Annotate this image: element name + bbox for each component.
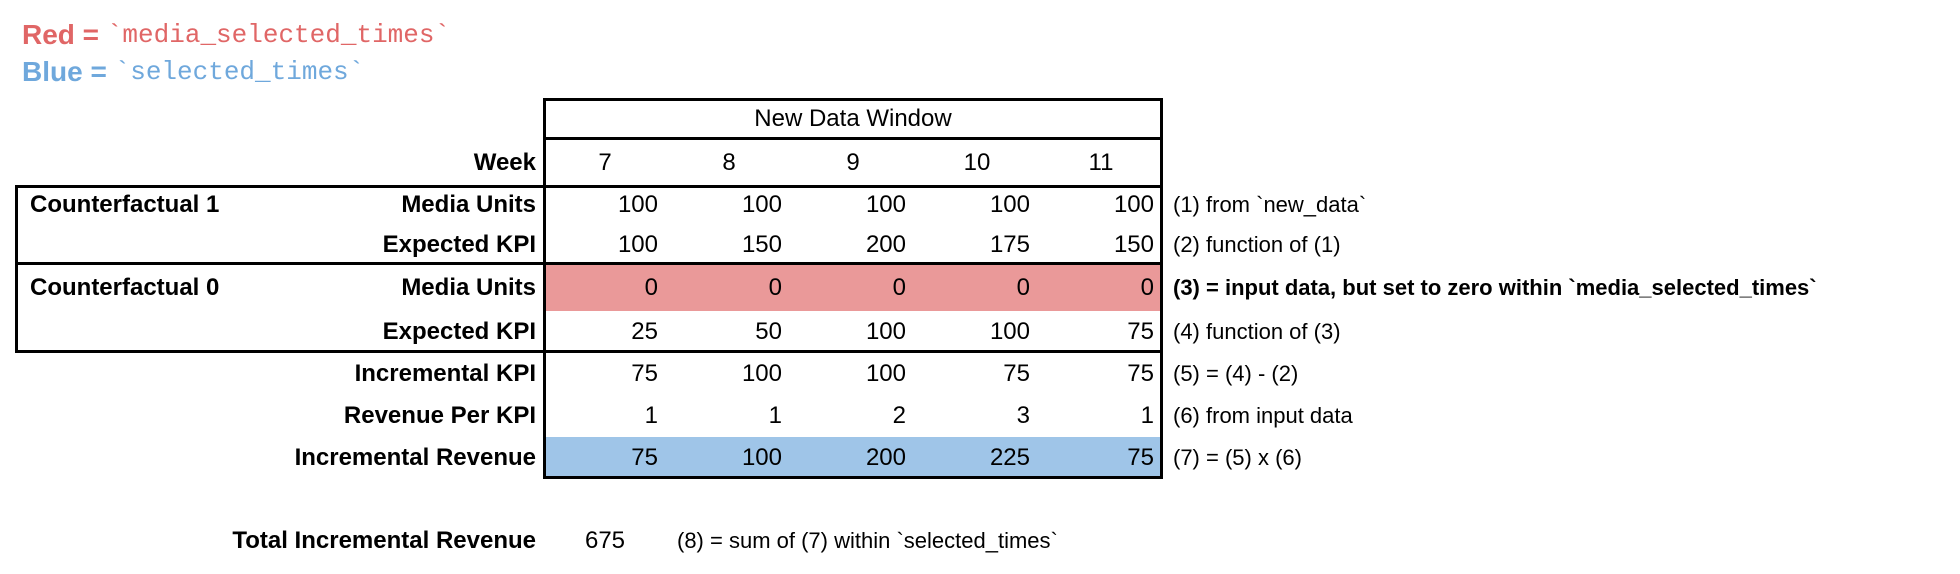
row-label-zone: Counterfactual 0 Media Units [0,265,543,311]
week-cell: 9 [846,148,860,176]
row-label: Incremental KPI [354,360,536,387]
data-cell: 1 [1140,402,1154,429]
table-row: Counterfactual 0 Media Units 0 0 0 0 0 (3) = in… [0,265,1960,311]
data-cell: 75 [1003,360,1030,387]
data-cell: 3 [1016,402,1030,429]
data-cell: 75 [1127,360,1154,387]
data-cell: 100 [865,318,906,345]
row-label-zone: Expected KPI [0,311,543,353]
data-cell: 25 [631,318,658,345]
data-cell: 150 [741,231,782,258]
data-cell: 200 [791,437,915,479]
legend-blue-equals: = [82,55,115,87]
table-row: Expected KPI 100 150 200 175 150 (2) function … [0,225,1960,265]
total-row-annotation: (8) = sum of (7) within `selected_times` [677,528,1058,553]
table-row: Incremental KPI 75 100 100 75 75 (5) = (4) - (… [0,353,1960,395]
row-group-label: Counterfactual 1 [30,191,220,218]
row-label-zone: Revenue Per KPI [0,395,543,437]
table-row: Counterfactual 1 Media Units 100 100 100 100 1… [0,185,1960,225]
row-label-zone: Counterfactual 1 Media Units [0,185,543,225]
color-legend: Red = `media_selected_times` Blue = `sel… [22,16,450,90]
data-cell: 50 [755,318,782,345]
table-row: Revenue Per KPI 1 1 2 3 1 (6) from input data [0,395,1960,437]
row-annotation: (3) = input data, but set to zero within… [1173,275,1817,300]
week-cell: 10 [963,148,991,176]
legend-red-code: `media_selected_times` [106,19,451,50]
data-cell: 100 [617,191,658,218]
legend-red-line: Red = `media_selected_times` [22,16,450,53]
row-label-zone: Expected KPI [0,225,543,265]
row-label: Expected KPI [382,318,536,345]
data-cell: 100 [741,360,782,387]
legend-red-word: Red [22,18,75,50]
data-cell: 100 [741,191,782,218]
data-cell: 200 [865,231,906,258]
row-annotation: (6) from input data [1173,403,1353,428]
row-annotation: (4) function of (3) [1173,319,1341,344]
total-row-value: 675 [584,527,626,554]
data-cell: 175 [989,231,1030,258]
week-row: Week 7 8 9 10 11 [0,140,1163,185]
data-cell: 2 [892,402,906,429]
data-cell: 100 [865,191,906,218]
row-label-zone: Incremental Revenue [0,437,543,479]
table-row: Expected KPI 25 50 100 100 75 (4) function of … [0,311,1960,353]
data-cell: 75 [543,437,667,479]
row-annotation: (2) function of (1) [1173,232,1341,257]
data-cell: 75 [1127,318,1154,345]
total-row-label: Total Incremental Revenue [232,527,536,554]
data-cell: 100 [617,231,658,258]
row-label: Media Units [401,274,536,301]
week-cell: 7 [598,148,612,176]
data-cell: 0 [791,265,915,311]
data-cell: 1 [768,402,782,429]
data-cell: 100 [667,437,791,479]
data-cell: 0 [543,265,667,311]
data-cell: 100 [989,318,1030,345]
legend-blue-code: `selected_times` [114,56,365,87]
data-cell: 75 [631,360,658,387]
row-label: Expected KPI [382,231,536,258]
data-cell: 225 [915,437,1039,479]
data-cell: 75 [1039,437,1163,479]
row-label: Revenue Per KPI [343,402,536,429]
data-cell: 100 [989,191,1030,218]
table-rows: Counterfactual 1 Media Units 100 100 100 100 1… [0,185,1960,479]
row-annotation: (7) = (5) x (6) [1173,445,1302,470]
legend-blue-line: Blue = `selected_times` [22,53,450,90]
week-cell: 8 [722,148,736,176]
data-cell: 1 [644,402,658,429]
data-cell: 100 [865,360,906,387]
new-data-window-title: New Data Window [754,105,952,132]
row-annotation: (5) = (4) - (2) [1173,361,1299,386]
table-row: Incremental Revenue 75 100 200 225 75 (7) = (5… [0,437,1960,479]
row-label: Media Units [401,191,536,218]
row-label: Incremental Revenue [294,444,536,471]
week-cell: 11 [1088,148,1114,176]
data-cell: 150 [1113,231,1154,258]
legend-red-equals: = [74,18,107,50]
row-group-label: Counterfactual 0 [30,274,220,301]
data-cell: 0 [1039,265,1163,311]
data-cell: 0 [915,265,1039,311]
legend-blue-word: Blue [22,55,83,87]
data-cell: 0 [667,265,791,311]
row-annotation: (1) from `new_data` [1173,192,1367,217]
data-cell: 100 [1113,191,1154,218]
week-row-label: Week [473,148,536,176]
total-row: Total Incremental Revenue 675 (8) = sum … [0,520,1600,562]
row-label-zone: Incremental KPI [0,353,543,395]
